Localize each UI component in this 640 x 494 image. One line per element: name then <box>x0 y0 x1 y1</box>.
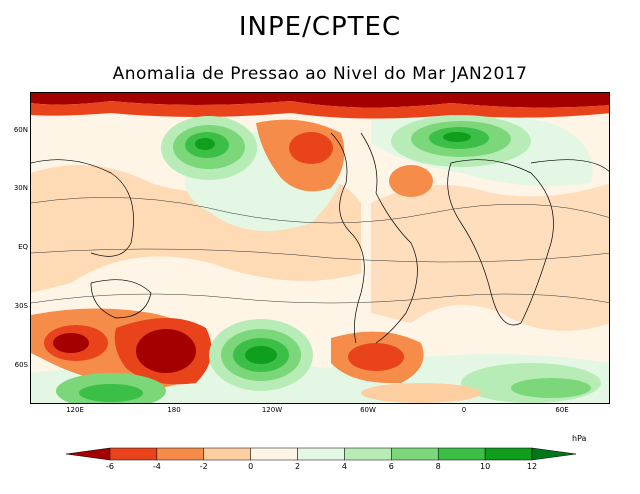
antarctic-high-west-core <box>79 384 143 402</box>
americas-west-coast <box>330 132 365 344</box>
colorbar-swatch <box>203 447 251 461</box>
colorbar-tick-label: 12 <box>526 462 538 471</box>
anomaly-map <box>30 92 610 404</box>
colorbar-swatch <box>484 447 533 461</box>
colorbar-swatch <box>250 447 298 461</box>
lon-label: 60E <box>555 406 569 414</box>
colorbar-swatch <box>531 447 577 461</box>
colorbar-swatch <box>437 447 486 461</box>
lon-label: 180 <box>167 406 181 414</box>
lon-label: 120W <box>261 406 283 414</box>
namerica-low-inner <box>289 132 333 164</box>
chart-subtitle: Anomalia de Pressao ao Nivel do Mar JAN2… <box>112 64 528 84</box>
arctic-negative-edge <box>31 101 609 119</box>
colorbar-swatch <box>156 447 205 461</box>
colorbar-tick-label: -6 <box>106 462 114 471</box>
lat-label: 60N <box>13 126 28 134</box>
lon-label: 60W <box>360 406 376 414</box>
spacific-high-core <box>245 346 277 364</box>
contour-line <box>31 293 609 304</box>
weak-negative-atlantic <box>371 183 609 331</box>
south-indian-low-core <box>53 333 89 353</box>
colorbar-swatch <box>65 447 111 461</box>
colorbar-tick-label: 4 <box>341 462 347 471</box>
americas-east-coast <box>360 132 418 344</box>
lat-label: 60S <box>14 361 28 369</box>
asia-north-coast <box>530 159 609 172</box>
colorbar-swatch <box>297 447 345 461</box>
colorbar-tick-label: 2 <box>295 462 301 471</box>
colorbar-tick-label: 10 <box>480 462 491 471</box>
asia-east-coast <box>31 159 134 257</box>
antarctic-high-east-core <box>511 378 591 398</box>
chart-title: INPE/CPTEC <box>238 12 402 42</box>
lat-label: EQ <box>18 243 28 251</box>
lat-label: 30S <box>14 302 28 310</box>
lon-label: 120E <box>66 406 84 414</box>
natlantic-high-core <box>443 132 471 142</box>
contour-line <box>31 197 609 224</box>
contour-line <box>31 248 609 263</box>
colorbar-tick-label: 6 <box>388 462 394 471</box>
colorbar-swatch <box>391 447 439 461</box>
colorbar-boxes <box>65 447 577 461</box>
colorbar-swatch <box>109 447 158 461</box>
npacific-high-core <box>195 138 215 150</box>
australia-outline <box>90 279 152 319</box>
lon-label: 0 <box>461 406 467 414</box>
colorbar-unit: hPa <box>572 434 587 443</box>
lat-label: 30N <box>13 184 28 192</box>
arctic-negative-band <box>31 93 609 108</box>
coastlines <box>31 132 609 344</box>
colorbar <box>65 447 577 461</box>
colorbar-tick-label: -2 <box>199 462 208 471</box>
satlantic-low-inner <box>348 343 404 371</box>
contour-lines <box>31 197 609 304</box>
antarctic-weak-low <box>361 383 481 403</box>
south-pacific-low-core <box>136 329 196 373</box>
colorbar-swatch <box>344 447 392 461</box>
colorbar-tick-label: 8 <box>435 462 441 471</box>
atlantic-low <box>389 165 433 197</box>
colorbar-tick-label: -4 <box>152 462 161 471</box>
africa-europe-outline <box>447 159 554 326</box>
colorbar-tick-label: 0 <box>248 462 254 471</box>
map-field <box>31 93 609 403</box>
